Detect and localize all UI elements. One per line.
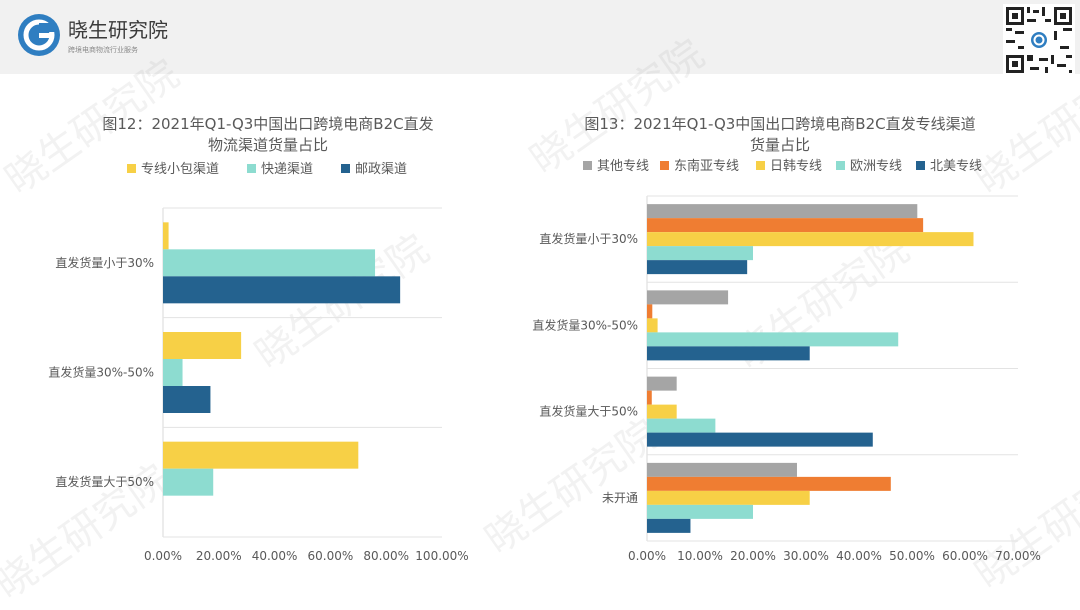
chart-title-fig12: 物流渠道货量占比: [208, 136, 328, 154]
legend-label: 欧洲专线: [850, 159, 902, 174]
bar-fig13-东南亚专线: [647, 476, 891, 491]
x-tick-label: 60.00%: [308, 549, 354, 563]
legend-swatch: [756, 161, 765, 170]
bar-fig13-欧洲专线: [647, 332, 899, 347]
bar-fig13-其他专线: [647, 204, 918, 219]
bar-fig12-专线小包渠道: [163, 332, 242, 359]
brand-logo: 晓生研究院 跨境电商物流行业服务: [16, 12, 168, 62]
bar-fig13-北美专线: [647, 260, 748, 275]
legend-swatch: [583, 161, 592, 170]
bar-fig13-日韩专线: [647, 404, 677, 419]
bar-fig12-快递渠道: [163, 468, 214, 496]
bar-fig13-北美专线: [647, 518, 691, 533]
bar-fig13-日韩专线: [647, 232, 974, 247]
x-tick-label: 100.00%: [415, 549, 468, 563]
brand-name: 晓生研究院: [68, 18, 168, 42]
category-label: 直发货量30%-50%: [48, 365, 154, 380]
category-label: 未开通: [602, 491, 638, 505]
bar-fig13-其他专线: [647, 376, 677, 391]
bar-fig12-邮政渠道: [163, 276, 401, 304]
chart-title-fig13: 图13：2021年Q1-Q3中国出口跨境电商B2C直发专线渠道: [584, 115, 975, 133]
bar-fig13-东南亚专线: [647, 390, 652, 405]
bar-fig12-邮政渠道: [163, 386, 211, 413]
x-tick-label: 0.00%: [144, 549, 182, 563]
legend-label: 其他专线: [597, 159, 649, 174]
bar-fig12-专线小包渠道: [163, 441, 359, 469]
bar-fig13-北美专线: [647, 346, 810, 361]
x-tick-label: 50.00%: [889, 549, 935, 563]
bar-fig13-日韩专线: [647, 490, 810, 505]
legend-label: 快递渠道: [261, 162, 313, 177]
x-tick-label: 20.00%: [196, 549, 242, 563]
category-label: 直发货量小于30%: [539, 231, 638, 246]
legend-label: 专线小包渠道: [141, 162, 219, 177]
legend-swatch: [341, 164, 350, 173]
brand-tagline: 跨境电商物流行业服务: [68, 46, 138, 54]
legend-label: 日韩专线: [770, 159, 822, 174]
bar-fig12-专线小包渠道: [163, 222, 169, 250]
legend-label: 北美专线: [930, 159, 982, 174]
legend-label: 邮政渠道: [355, 162, 407, 177]
header-bar: 晓生研究院 跨境电商物流行业服务: [0, 0, 1080, 76]
x-tick-label: 40.00%: [836, 549, 882, 563]
bar-fig13-其他专线: [647, 290, 729, 305]
legend-swatch: [660, 161, 669, 170]
bar-fig13-东南亚专线: [647, 218, 924, 233]
x-tick-label: 60.00%: [942, 549, 988, 563]
bar-fig13-其他专线: [647, 462, 797, 477]
x-tick-label: 40.00%: [252, 549, 298, 563]
x-tick-label: 80.00%: [363, 549, 409, 563]
legend-label: 东南亚专线: [674, 158, 739, 174]
category-label: 直发货量30%-50%: [532, 317, 638, 332]
legend-swatch: [836, 161, 845, 170]
category-label: 直发货量小于30%: [55, 255, 154, 270]
bar-fig13-欧洲专线: [647, 246, 753, 261]
category-label: 直发货量大于50%: [539, 404, 638, 419]
bar-fig13-欧洲专线: [647, 504, 753, 519]
legend-swatch: [247, 164, 256, 173]
chart-title-fig13: 货量占比: [750, 136, 810, 154]
bar-fig13-东南亚专线: [647, 304, 653, 319]
x-tick-label: 70.00%: [995, 549, 1041, 563]
bar-fig13-日韩专线: [647, 318, 658, 333]
chart-title-fig12: 图12：2021年Q1-Q3中国出口跨境电商B2C直发: [102, 115, 433, 133]
x-tick-label: 10.00%: [677, 549, 723, 563]
x-tick-label: 30.00%: [783, 549, 829, 563]
bar-fig12-快递渠道: [163, 249, 376, 277]
legend-swatch: [127, 164, 136, 173]
bar-fig13-欧洲专线: [647, 418, 716, 433]
bar-fig12-快递渠道: [163, 359, 183, 386]
brand-g-icon: [18, 14, 60, 56]
bar-fig13-北美专线: [647, 432, 873, 447]
legend-swatch: [916, 161, 925, 170]
x-tick-label: 20.00%: [730, 549, 776, 563]
x-tick-label: 0.00%: [628, 549, 666, 563]
category-label: 直发货量大于50%: [55, 474, 154, 489]
qr-code-icon: [1003, 4, 1075, 76]
